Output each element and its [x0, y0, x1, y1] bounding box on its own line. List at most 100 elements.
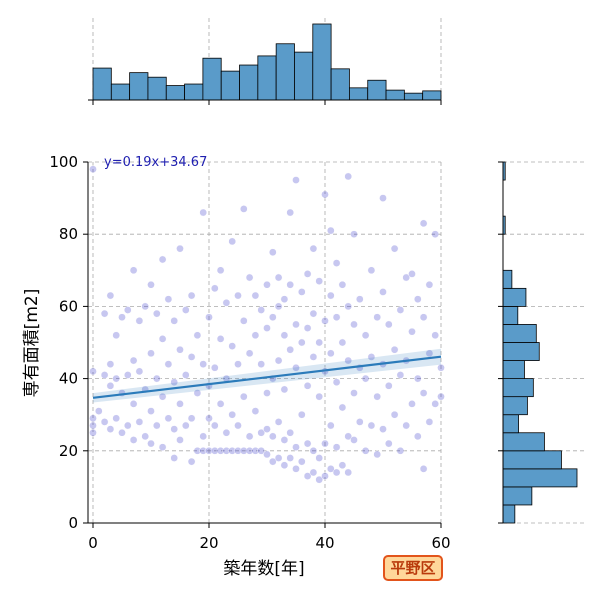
scatter-point: [344, 172, 353, 181]
scatter-point: [425, 349, 434, 358]
scatter-point: [234, 291, 242, 300]
scatter-point: [321, 190, 329, 199]
scatter-point: [193, 446, 202, 455]
scatter-point: [280, 331, 289, 340]
scatter-point: [112, 331, 121, 340]
scatter-point: [147, 349, 155, 358]
top-hist-bar: [147, 76, 167, 101]
scatter-point: [199, 360, 208, 369]
scatter-point: [193, 331, 202, 340]
right-hist-bar: [502, 269, 513, 289]
scatter-point: [321, 472, 329, 480]
y-tick-label: 80: [59, 225, 78, 243]
scatter-point: [408, 400, 416, 408]
scatter-point: [344, 432, 353, 441]
scatter-point: [152, 421, 161, 430]
scatter-point: [170, 425, 179, 433]
x-tick-label: 40: [315, 534, 334, 552]
scatter-point: [199, 208, 208, 217]
scatter-point: [413, 374, 422, 383]
scatter-point: [251, 291, 260, 300]
scatter-point: [112, 414, 121, 423]
y-tick-label: 20: [59, 442, 78, 460]
scatter-point: [390, 244, 399, 253]
scatter-point: [205, 414, 213, 423]
scatter-point: [222, 298, 231, 307]
scatter-point: [129, 266, 138, 275]
scatter-point: [431, 331, 440, 340]
scatter-point: [413, 295, 422, 304]
right-hist-bar: [502, 450, 562, 470]
scatter-point: [292, 176, 300, 184]
scatter-point: [216, 266, 225, 275]
scatter-point: [187, 291, 196, 300]
regression-confidence-band: [93, 348, 441, 403]
scatter-point: [152, 374, 161, 383]
scatter-point: [425, 280, 434, 289]
scatter-point: [251, 331, 260, 340]
scatter-point: [234, 360, 242, 369]
scatter-point: [245, 349, 254, 358]
scatter-point: [303, 270, 312, 278]
scatter-point: [228, 446, 237, 455]
district-badge: 平野区: [383, 555, 443, 581]
right-hist-bar: [502, 396, 528, 416]
scatter-point: [239, 392, 248, 401]
scatter-point: [112, 374, 121, 383]
scatter-point: [106, 291, 115, 300]
right-hist-bar: [502, 486, 533, 506]
right-histogram: [498, 161, 585, 524]
scatter-point: [216, 400, 225, 408]
scatter-point: [222, 428, 231, 437]
scatter-point: [164, 360, 173, 369]
scatter-point: [338, 461, 347, 470]
right-hist-bar: [502, 414, 519, 434]
scatter-point: [286, 454, 295, 462]
scatter-point: [350, 230, 358, 239]
scatter-point: [89, 367, 97, 376]
scatter-point: [419, 313, 428, 322]
scatter-point: [170, 454, 179, 462]
scatter-point: [239, 446, 248, 455]
scatter-point: [100, 371, 109, 379]
scatter-point: [257, 446, 266, 455]
top-hist-bar: [129, 72, 149, 101]
scatter-point: [257, 428, 266, 437]
scatter-point: [315, 338, 324, 347]
scatter-point: [100, 418, 109, 426]
scatter-point: [361, 374, 370, 383]
scatter-point: [361, 331, 370, 340]
scatter-point: [367, 266, 376, 275]
main-axes: y=0.19x+34.67 0 20 40 60 0 20 40 60 80 100 築年数[年] 専有…: [22, 153, 451, 579]
scatter-point: [297, 410, 306, 419]
scatter-point: [384, 320, 393, 329]
scatter-point: [228, 342, 237, 350]
scatter-point: [419, 465, 428, 473]
scatter-point: [390, 345, 399, 354]
scatter-point: [292, 320, 300, 329]
scatter-point: [431, 400, 440, 408]
scatter-point: [257, 360, 266, 369]
scatter-point: [350, 320, 358, 329]
scatter-point: [187, 457, 196, 466]
scatter-point: [280, 385, 289, 394]
scatter-point: [187, 353, 196, 361]
scatter-point: [129, 436, 138, 444]
scatter-point: [263, 389, 271, 397]
scatter-point: [326, 349, 335, 358]
scatter-point: [181, 421, 190, 430]
scatter-point: [205, 446, 213, 455]
scatter-point: [129, 356, 138, 365]
scatter-point: [210, 421, 219, 430]
scatter-point: [332, 313, 341, 322]
scatter-point: [326, 465, 335, 473]
scatter-point: [396, 306, 405, 314]
scatter-point: [344, 356, 353, 365]
scatter-point: [274, 273, 283, 282]
scatter-point: [361, 446, 370, 455]
scatter-point: [309, 468, 318, 477]
regression-equation-label: y=0.19x+34.67: [104, 155, 207, 170]
scatter-point: [297, 288, 306, 296]
